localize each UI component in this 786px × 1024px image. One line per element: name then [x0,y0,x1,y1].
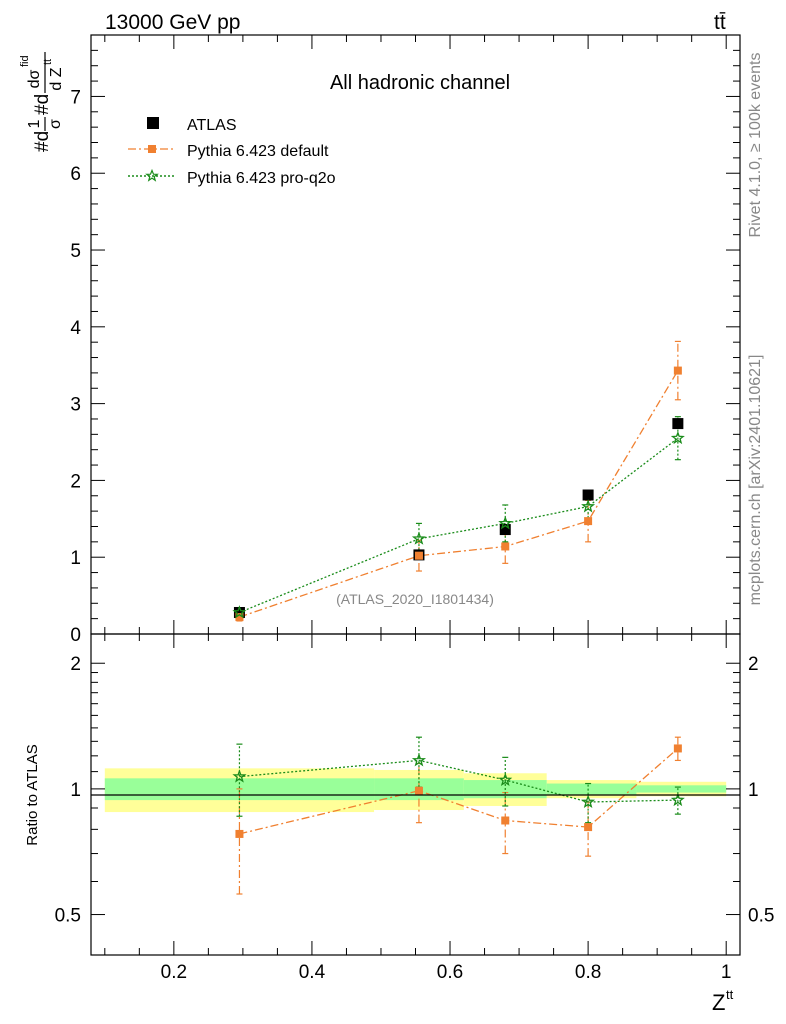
ratio-y-axis-label: Ratio to ATLAS [24,744,41,845]
ratio-band-green [546,783,637,795]
ratio-y-tick-label-left: 1 [70,780,81,801]
rivet-label: Rivet 4.1.0, ≥ 100k events [747,53,764,238]
ratio-y-tick-label-left: 2 [70,654,81,675]
ratio-point-proq2o [670,792,685,807]
ylabel-frac1-den: σ [47,119,64,129]
data-series [232,340,685,895]
data-point-proq2o [411,531,426,545]
ratio-point-default [235,829,244,838]
ratio-point-default [584,823,593,832]
ratio-y-tick-label-right: 1 [748,780,759,801]
ratio-y-tick-label-right: 2 [748,654,759,675]
y-tick-label: 3 [70,395,81,416]
process-label: tt̄ [714,11,726,34]
data-point-proq2o [232,605,247,619]
y-tick-label: 0 [70,625,81,646]
data-point-default [414,551,423,560]
ratio-y-tick-label-left: 0.5 [55,906,81,927]
ratio-point-default [501,816,510,825]
legend-label-default: Pythia 6.423 default [187,143,329,160]
y-tick-label: 6 [70,164,81,185]
y-tick-label: 5 [70,241,81,262]
x-tick-label: 0.8 [575,962,601,983]
data-point-atlas [499,524,511,536]
ylabel-frac2-den-sup: tt [42,59,54,65]
xlabel-sup: tt [726,987,734,1002]
y-tick-label: 2 [70,471,81,492]
mcplots-label: mcplots.cern.ch [arXiv:2401.10621] [747,355,764,606]
ylabel-prefix-1: #d [32,131,53,152]
data-point-atlas [672,418,684,430]
y-tick-label: 4 [70,318,81,339]
data-point-default [584,517,593,526]
x-axis-label: Z tt [712,987,734,1015]
ratio-point-proq2o [411,753,427,767]
ratio-axis-ticks: 0.5 0.5 1 1 2 2 0.2 0.4 0.6 0.8 1 [55,634,774,983]
y-tick-label: 7 [70,87,81,108]
ylabel-frac2-num: dσ [26,69,43,88]
markers-default [235,366,682,838]
y-axis-label: #d 1 σ #d dσ fid d Z tt [19,52,65,152]
x-tick-label: 0.6 [437,962,463,983]
ratio-point-proq2o [498,772,513,786]
data-point-atlas [233,606,245,618]
ratio-point-default [414,786,423,795]
legend-marker-default [148,145,156,153]
chart-title: All hadronic channel [330,72,510,94]
legend-marker-atlas [147,117,159,129]
x-tick-label: 0.4 [299,962,326,983]
data-point-proq2o [581,499,596,513]
ratio-y-tick-label-right: 0.5 [748,906,774,927]
data-point-proq2o [498,516,513,530]
ratio-band-green [636,785,727,793]
data-point-default [235,613,244,622]
data-point-proq2o [670,430,685,445]
ratio-series-default [236,736,681,895]
ratio-point-proq2o [232,769,247,783]
legend-label-atlas: ATLAS [187,117,237,134]
data-point-default [673,366,682,375]
ratio-point-proq2o [581,794,596,808]
data-point-atlas [582,489,594,501]
series-atlas [233,418,684,618]
ylabel-frac2-den: d Z [48,67,65,90]
x-tick-label: 1 [721,962,732,983]
markers-proq2o [232,430,685,808]
xlabel-main: Z [712,990,725,1015]
data-point-default [501,542,510,551]
series-default [236,340,681,622]
ylabel-prefix-2: #d [32,94,53,115]
analysis-watermark: (ATLAS_2020_I1801434) [336,591,494,607]
series-line-proq2o [239,437,679,614]
energy-label: 13000 GeV pp [105,11,240,34]
x-tick-label: 0.2 [161,962,187,983]
ylabel-frac1-num: 1 [26,119,43,128]
main-axis-ticks: 0 1 2 3 4 5 6 7 [70,35,740,646]
legend: ATLAS Pythia 6.423 default Pythia 6.423 … [128,117,336,187]
ratio-point-default [673,744,682,753]
legend-label-proq2o: Pythia 6.423 pro-q2o [187,170,336,187]
legend-marker-proq2o [145,168,159,182]
series-proq2o [236,416,681,617]
y-tick-label: 1 [70,548,81,569]
ylabel-frac2-num-sup: fid [19,55,31,67]
series-line-default [239,370,679,618]
